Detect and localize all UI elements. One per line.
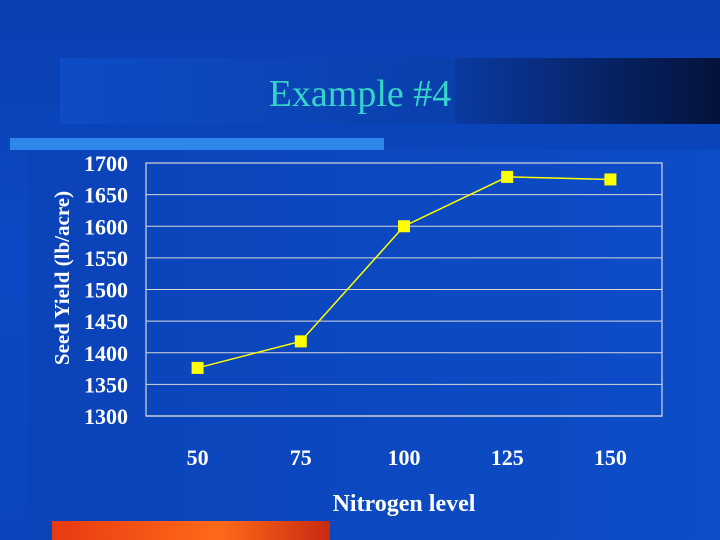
series-line bbox=[197, 176, 611, 369]
y-tick-label: 1500 bbox=[84, 278, 128, 303]
plot-area: 1700 1650 1600 1550 1500 1450 1400 1350 1300 50 75… bbox=[84, 151, 663, 470]
y-tick-label: 1700 bbox=[84, 151, 128, 176]
data-point-marker bbox=[398, 220, 410, 233]
y-axis-label: Seed Yield (lb/acre) bbox=[50, 191, 74, 365]
data-point-marker bbox=[604, 173, 617, 186]
x-tick-label: 150 bbox=[594, 445, 627, 470]
y-tick-label: 1450 bbox=[84, 309, 128, 334]
slide-lower-panel bbox=[28, 150, 720, 540]
y-tick-label: 1550 bbox=[84, 246, 128, 271]
x-tick-label: 50 bbox=[187, 445, 209, 470]
y-tick-label: 1650 bbox=[84, 183, 128, 208]
y-tick-label: 1300 bbox=[84, 404, 128, 429]
y-tick-label: 1350 bbox=[84, 372, 128, 397]
title-band-dark bbox=[455, 58, 720, 124]
data-point-marker bbox=[501, 170, 514, 183]
y-tick-label: 1600 bbox=[84, 214, 128, 239]
data-point-marker bbox=[294, 335, 307, 348]
slide-title: Example #4 bbox=[268, 73, 452, 115]
orange-accent-bar bbox=[52, 521, 330, 540]
data-point-marker bbox=[191, 361, 204, 374]
x-tick-label: 75 bbox=[290, 445, 312, 470]
y-tick-label: 1400 bbox=[84, 341, 128, 366]
title-band-left bbox=[60, 58, 460, 124]
x-tick-label: 125 bbox=[491, 445, 524, 470]
x-tick-label: 100 bbox=[388, 445, 421, 470]
accent-bar bbox=[10, 138, 384, 150]
x-axis-label: Nitrogen level bbox=[333, 491, 476, 517]
